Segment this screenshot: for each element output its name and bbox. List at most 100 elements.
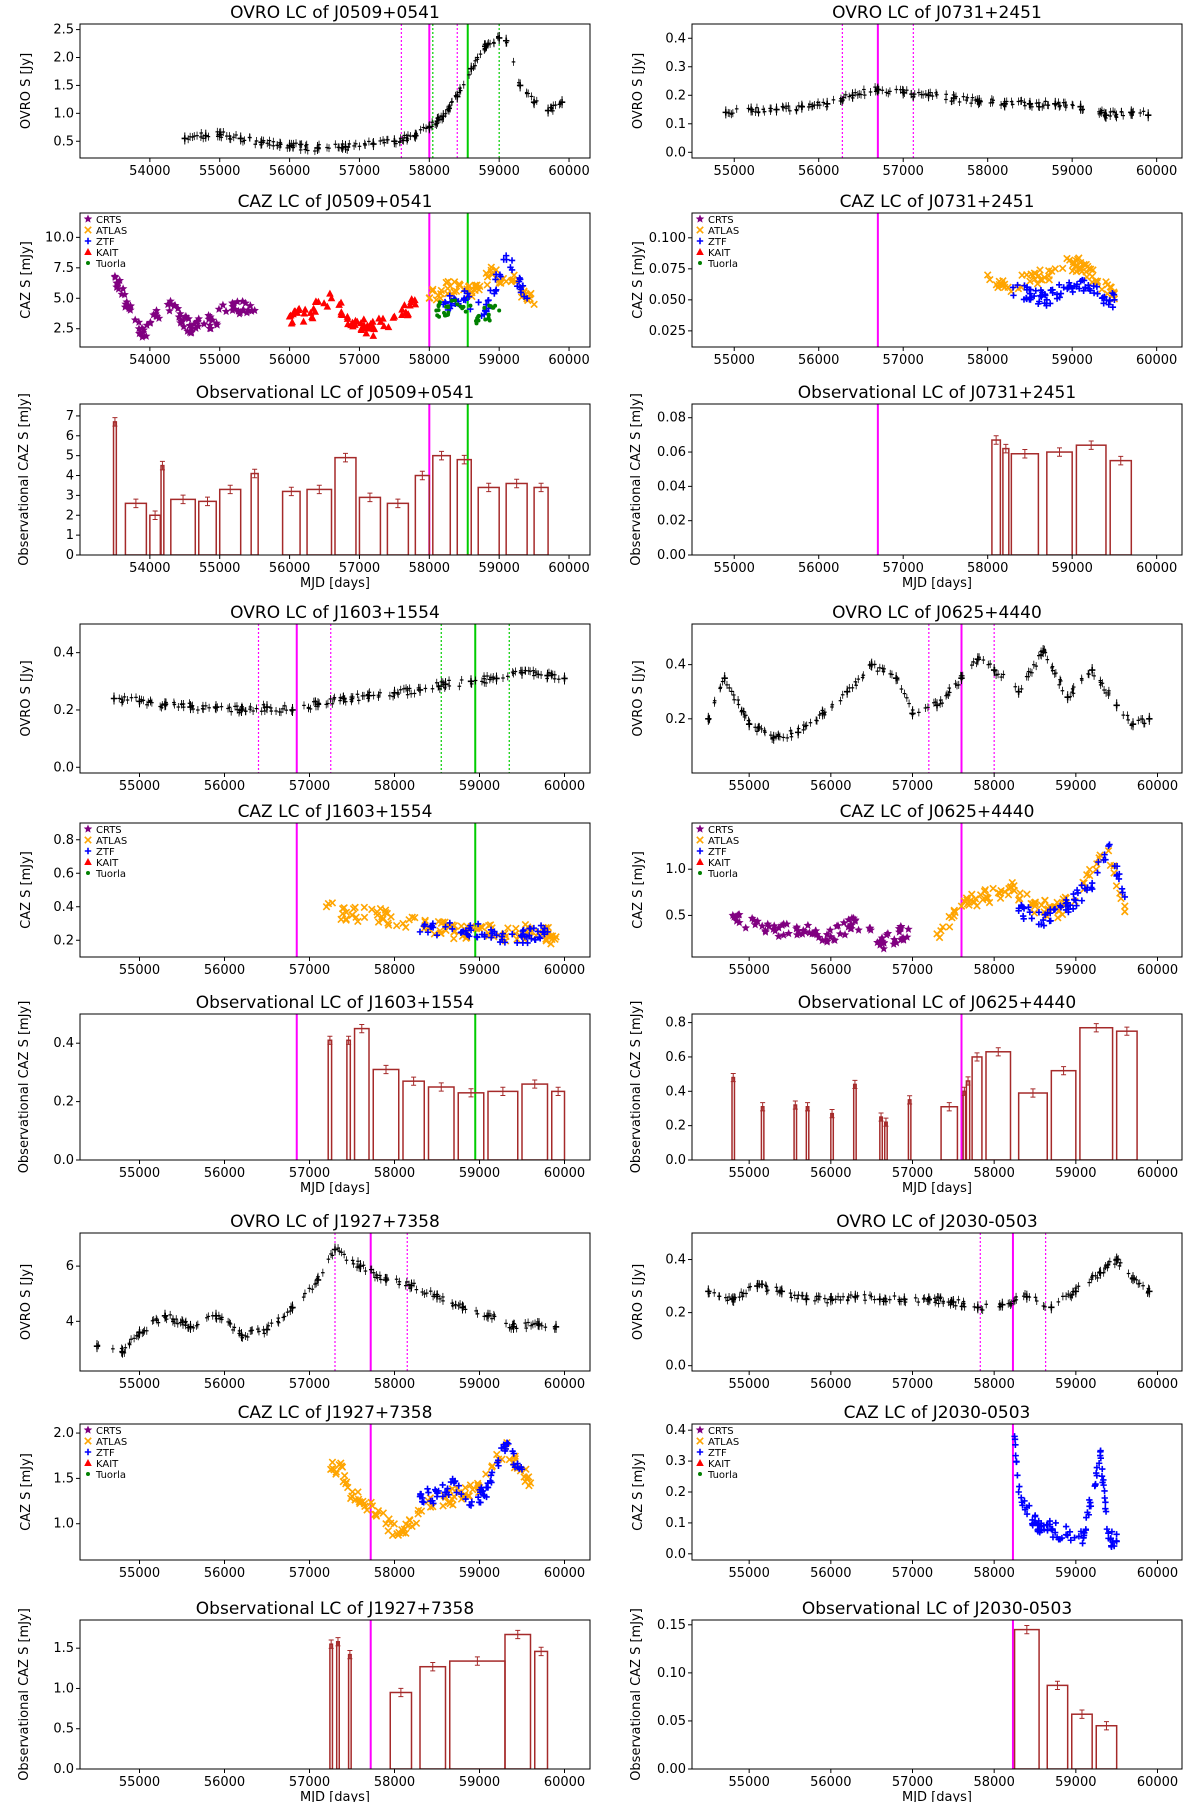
data-point (228, 305, 237, 314)
data-point (839, 918, 849, 927)
data-point (450, 287, 458, 296)
data-point (773, 106, 780, 113)
data-point (357, 326, 366, 334)
data-point (332, 1468, 341, 1476)
x-tick-label: 59000 (1055, 779, 1096, 794)
data-point (376, 317, 385, 325)
data-point (314, 144, 321, 152)
legend-marker (696, 237, 704, 245)
data-point (453, 298, 458, 303)
data-point (337, 298, 345, 306)
data-point (769, 924, 778, 933)
data-point (482, 305, 487, 310)
data-point (541, 925, 548, 932)
data-point (165, 306, 174, 315)
data-point (1145, 112, 1152, 119)
data-point (526, 932, 533, 939)
y-axis-label: OVRO S [Jy] (631, 660, 646, 736)
bin-error-bar (411, 1076, 417, 1086)
panel-p17: Observational LC of J2030-0503 55000 56000… (629, 1599, 1183, 1802)
data-point (482, 1470, 490, 1478)
y-tick-label: 0.05 (657, 1714, 686, 1729)
data-point (349, 905, 358, 913)
data-point (450, 934, 458, 943)
data-layer (295, 823, 560, 957)
y-tick-label: 6 (66, 1259, 74, 1274)
panel-title: OVRO LC of J0509+0541 (230, 3, 440, 23)
data-point (530, 300, 538, 309)
x-tick-label: 60000 (1137, 963, 1178, 978)
data-point (1057, 290, 1065, 297)
x-tick-label: 55000 (714, 164, 755, 179)
bin-bar (1095, 1724, 1118, 1769)
x-tick-label: 58000 (967, 164, 1008, 179)
data-point (205, 320, 215, 329)
x-tick-label: 55000 (119, 1775, 160, 1790)
x-tick-label: 56000 (810, 1166, 851, 1181)
x-axis-label: MJD [days] (902, 1790, 972, 1802)
data-point (983, 894, 991, 902)
y-tick-label: 0.2 (665, 712, 686, 727)
data-point (212, 320, 222, 329)
data-point (493, 675, 500, 682)
y-tick-label: 0.08 (657, 411, 686, 426)
x-tick-label: 60000 (1136, 561, 1177, 576)
data-point (487, 318, 492, 323)
x-tick-label: 55000 (728, 1166, 769, 1181)
bin-bar (329, 1643, 334, 1769)
x-tick-label: 55000 (119, 1566, 160, 1581)
data-point (1119, 889, 1126, 896)
data-point (835, 929, 845, 938)
x-axis-label: MJD [days] (300, 1790, 370, 1802)
data-point (1031, 898, 1040, 906)
y-tick-label: 0.15 (657, 1618, 686, 1633)
data-point (492, 286, 500, 293)
data-point (933, 702, 941, 709)
data-point (770, 921, 779, 930)
data-point (1044, 1527, 1051, 1534)
data-point (1108, 1528, 1116, 1535)
y-axis-label: Observational CAZ S [mJy] (629, 1608, 644, 1781)
data-point (381, 908, 390, 917)
data-point (792, 930, 802, 939)
data-point (1026, 277, 1034, 286)
x-tick-label: 58000 (374, 779, 415, 794)
data-point (1097, 1447, 1104, 1454)
data-point (962, 894, 971, 902)
x-tick-label: 60000 (548, 164, 589, 179)
panel-p14: CAZ LC of J1927+7358 55000 56000 57000 58000… (19, 1403, 591, 1581)
data-point (449, 925, 456, 933)
data-point (461, 1483, 470, 1492)
data-point (1101, 293, 1108, 301)
data-layer (876, 213, 1119, 347)
data-point (524, 1473, 533, 1481)
legend-label: ATLAS (96, 836, 127, 847)
bin-error-bar (335, 1637, 341, 1647)
y-tick-label: 0 (66, 548, 74, 563)
x-tick-label: 60000 (548, 353, 589, 368)
panel-p0: OVRO LC of J0509+0541 54000 55000 56000 5700… (19, 3, 591, 179)
legend-marker (696, 836, 704, 844)
data-point (301, 305, 309, 313)
x-tick-label: 57000 (883, 561, 924, 576)
data-point (346, 1494, 355, 1503)
bin-error-bar (730, 1072, 736, 1083)
panel-title: OVRO LC of J2030-0503 (836, 1212, 1038, 1232)
data-point (239, 305, 248, 314)
bin-bar (793, 1104, 798, 1160)
y-tick-label: 1.0 (665, 862, 686, 877)
data-point (935, 933, 944, 942)
data-point (381, 906, 390, 914)
x-tick-label: 58000 (973, 779, 1014, 794)
x-tick-label: 59000 (459, 963, 500, 978)
axes-frame (79, 1013, 591, 1161)
axes-frame (691, 1232, 1183, 1372)
data-point (1023, 890, 1031, 898)
data-point (416, 928, 424, 936)
data-point (1023, 286, 1031, 294)
data-point (221, 307, 231, 316)
bin-bar (965, 1080, 971, 1160)
x-tick-label: 59000 (1051, 164, 1092, 179)
data-point (311, 307, 320, 315)
data-point (473, 933, 480, 940)
